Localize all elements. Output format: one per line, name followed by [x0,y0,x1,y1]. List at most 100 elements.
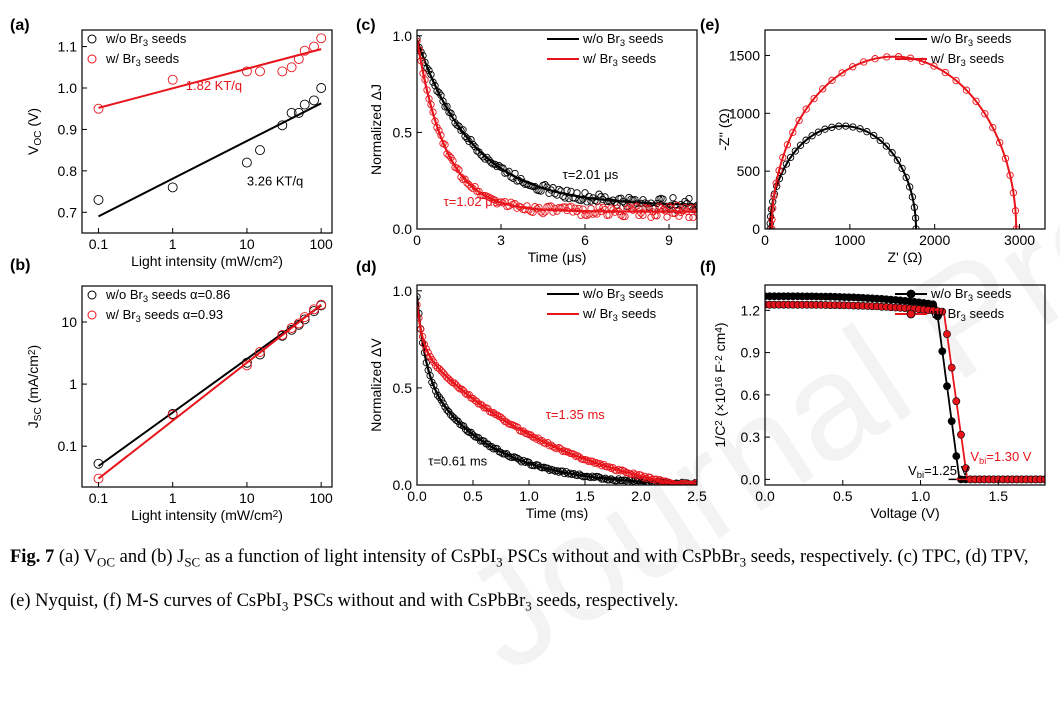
x-tick-label: 0 [761,232,769,248]
legend-label: w/ Br3 seeds [582,306,657,323]
data-point [422,345,430,353]
y-axis-label-run: cm [712,333,728,356]
x-tick-label: 2.0 [631,488,651,504]
data-point [673,201,681,210]
data-point [443,406,451,414]
data-point [769,204,777,212]
data-point [417,34,421,43]
y-axis-label-run: Normalized ΔV [368,338,384,432]
fit-line [98,102,322,218]
data-point [882,142,890,150]
legend-entry: w/ Br3 seeds [895,51,1005,68]
y-tick-label: 0.9 [58,121,78,137]
caption-run: PSCs without and with CsPbBr [288,590,526,611]
data-point [669,194,677,202]
data-point [293,107,304,118]
y-axis-label: VOC (V) [25,108,44,155]
data-point [898,164,906,173]
data-point [659,195,667,203]
x-tick-label: 3 [497,232,505,248]
y-tick-label: 0.1 [58,438,78,454]
data-point [473,187,481,196]
data-point [893,156,902,164]
data-point [1009,189,1018,197]
y-tick-label: 0.8 [58,163,78,179]
y-tick-label: 0.0 [393,477,413,493]
data-point [795,116,803,125]
plot-area [417,34,697,222]
legend-label-run: 3 [968,293,973,303]
data-point [912,225,920,229]
data-point [810,94,818,103]
y-tick-label: 1.2 [741,302,761,318]
data-point [316,299,327,310]
y-axis-label-run: 2 [27,349,38,355]
legend-entry: w/ Br3 seeds [895,306,1005,323]
x-tick-label: 1.5 [989,488,1009,504]
legend-label: w/ Br3 seeds [930,51,1005,68]
x-tick-label: 0 [413,232,421,248]
data-point [849,63,857,71]
y-tick-label: 0.5 [393,124,413,140]
data-point [93,194,104,205]
caption-run: 3 [739,554,747,570]
y-tick-label: 0.5 [393,380,413,396]
data-point [989,123,997,132]
plot-area [93,299,327,484]
x-axis-label-run: Light intensity (mW/cm [131,507,273,523]
y-axis-label-run: (×10 [712,388,728,421]
y-axis-label-run: V [25,145,41,155]
x-axis-label-run: 2 [273,255,279,266]
data-point [665,202,673,211]
legend-label: w/o Br3 seeds [930,286,1012,303]
plot-area [766,53,1020,229]
x-axis-label: Light intensity (mW/cm2) [131,507,283,523]
x-tick-label: 1.0 [519,488,539,504]
data-point [821,125,829,133]
data-point [293,54,304,64]
y-tick-label: 0.3 [741,429,761,445]
fit-line [417,304,697,485]
data-point [675,212,683,220]
legend-label-run: w/o Br [582,31,621,46]
legend-entry: w/ Br3 seeds [87,51,180,68]
plot-area [93,33,327,218]
y-tick-label: 0.6 [741,387,761,403]
x-tick-label: 0.5 [833,488,853,504]
data-point [456,420,464,428]
data-point [789,128,797,137]
series-1 [417,301,697,485]
y-axis-label-run: 2 [714,420,725,426]
data-point [502,418,511,426]
y-axis-label: Normalized ΔJ [368,84,384,175]
series-0 [93,83,327,218]
x-axis-label-run: Time (ms) [526,505,588,521]
series-1 [768,53,1020,229]
legend-label-run: w/o Br [930,286,969,301]
x-tick-label: 0.1 [89,236,109,252]
data-point [961,464,970,473]
legend-entry: w/o Br3 seeds α=0.86 [87,287,230,304]
data-point [938,347,947,356]
data-point [819,85,827,93]
legend-label: w/o Br3 seeds [582,31,664,48]
legend-label-run: 3 [143,38,148,48]
caption-run: 3 [525,598,532,614]
data-point [779,153,787,162]
data-point [1041,475,1045,484]
y-axis-label-run: F [712,364,728,376]
x-tick-label: 2000 [919,232,950,248]
y-tick-label: 0.7 [58,204,78,220]
legend-label-run: 3 [961,313,966,323]
legend-label: w/o Br3 seeds α=0.86 [105,287,230,304]
annotation-run: =1.30 V [986,449,1032,464]
x-tick-label: 10 [239,236,255,252]
y-axis-label-run: -Z'' (Ω) [716,108,732,150]
data-point [908,193,917,201]
data-point [453,121,461,129]
data-point [981,110,989,118]
data-point [461,389,470,398]
data-point [607,204,615,212]
